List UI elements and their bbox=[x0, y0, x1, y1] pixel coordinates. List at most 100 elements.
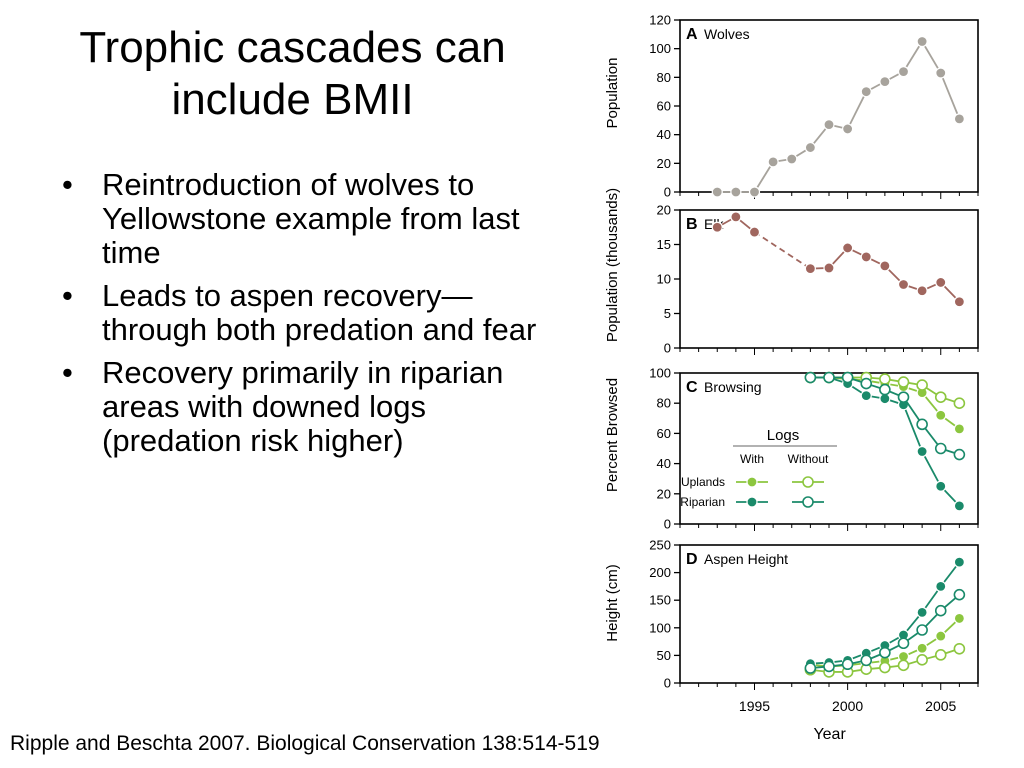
data-point bbox=[916, 418, 928, 431]
y-tick-label: 0 bbox=[664, 341, 671, 356]
data-point bbox=[841, 371, 854, 384]
bullet-dot: • bbox=[62, 167, 73, 202]
data-point bbox=[934, 604, 947, 617]
data-point bbox=[860, 377, 873, 390]
data-point bbox=[748, 226, 761, 238]
y-tick-label: 40 bbox=[657, 456, 671, 471]
data-point bbox=[953, 500, 965, 512]
series bbox=[804, 371, 966, 461]
bullet-text: Reintroduction of wolves to Yellowstone … bbox=[102, 167, 520, 270]
x-tick-label: 1995 bbox=[739, 698, 770, 714]
data-point bbox=[841, 658, 854, 671]
data-point bbox=[711, 186, 723, 198]
bullet-text: Leads to aspen recovery—through both pre… bbox=[102, 278, 537, 347]
data-point bbox=[730, 211, 742, 223]
data-point bbox=[804, 263, 816, 275]
data-point bbox=[916, 654, 928, 666]
data-point bbox=[860, 251, 872, 263]
y-tick-label: 80 bbox=[657, 70, 671, 85]
series-line-segment bbox=[902, 41, 923, 73]
data-point bbox=[879, 260, 891, 272]
bullet-item: • Leads to aspen recovery—through both p… bbox=[62, 279, 567, 347]
data-point bbox=[748, 186, 761, 198]
data-point bbox=[934, 391, 947, 403]
data-point bbox=[860, 654, 873, 667]
x-tick-label: 2005 bbox=[925, 698, 956, 714]
series-line-segment bbox=[902, 404, 923, 452]
data-point bbox=[860, 86, 872, 98]
data-point bbox=[935, 67, 947, 79]
bullet-text: Recovery primarily in riparian areas wit… bbox=[102, 355, 504, 458]
data-point bbox=[916, 642, 928, 654]
chart-panel-a: 0 20 40 60 80 100 120 Population A Wolves bbox=[604, 13, 979, 200]
panel-frame bbox=[679, 209, 979, 349]
y-tick-label: 120 bbox=[649, 13, 671, 28]
y-tick-label: 20 bbox=[657, 203, 671, 218]
data-point bbox=[879, 76, 891, 88]
series-line-segment bbox=[754, 231, 811, 270]
data-point bbox=[730, 186, 742, 198]
data-point bbox=[953, 113, 965, 125]
panel-frame bbox=[679, 19, 979, 193]
data-point bbox=[897, 65, 910, 78]
data-point bbox=[711, 221, 723, 233]
y-tick-label: 50 bbox=[657, 648, 671, 663]
data-point bbox=[823, 660, 835, 673]
panel-title: Aspen Height bbox=[704, 551, 788, 567]
bullet-list: • Reintroduction of wolves to Yellowston… bbox=[62, 168, 567, 467]
data-point bbox=[842, 123, 854, 135]
data-point bbox=[916, 35, 928, 48]
data-point bbox=[916, 285, 928, 297]
title-line-1: Trophic cascades can bbox=[79, 23, 506, 72]
data-point bbox=[935, 409, 947, 421]
data-point bbox=[953, 612, 965, 625]
data-point bbox=[897, 278, 910, 291]
y-tick-label: 20 bbox=[657, 156, 671, 171]
data-point bbox=[935, 480, 947, 492]
bullet-dot: • bbox=[62, 355, 73, 390]
data-point bbox=[879, 373, 891, 385]
slide-title: Trophic cascades can include BMII bbox=[20, 22, 565, 126]
x-tick-label: 2000 bbox=[832, 698, 863, 714]
data-point bbox=[897, 637, 910, 650]
data-point bbox=[842, 242, 854, 254]
y-tick-label: 100 bbox=[649, 620, 671, 635]
data-point bbox=[804, 371, 817, 384]
panel-title: Wolves bbox=[704, 26, 750, 42]
bullet-dot: • bbox=[62, 278, 73, 313]
legend-marker bbox=[802, 476, 814, 488]
chart-panel-c: 0 20 40 60 80 100 Percent Browsed C Browsing Logs… bbox=[604, 366, 979, 532]
data-point bbox=[916, 445, 928, 458]
series-line-segment bbox=[921, 41, 942, 74]
data-point bbox=[953, 423, 965, 435]
y-tick-label: 40 bbox=[657, 127, 671, 142]
title-line-2: include BMII bbox=[171, 75, 414, 124]
data-point bbox=[823, 371, 835, 384]
panel-title: Browsing bbox=[704, 379, 762, 395]
y-tick-label: 0 bbox=[664, 676, 671, 691]
y-tick-label: 100 bbox=[649, 41, 671, 56]
y-tick-label: 20 bbox=[657, 486, 671, 501]
y-axis-label: Population bbox=[604, 58, 621, 129]
data-point bbox=[953, 397, 966, 410]
data-point bbox=[953, 296, 965, 308]
series-line-segment bbox=[846, 91, 868, 130]
series-line-segment bbox=[921, 451, 942, 487]
series bbox=[804, 556, 965, 670]
y-tick-label: 200 bbox=[649, 565, 671, 580]
data-point bbox=[934, 442, 947, 455]
legend-row-label: Riparian bbox=[680, 495, 725, 509]
y-tick-label: 60 bbox=[657, 426, 671, 441]
y-tick-label: 150 bbox=[649, 593, 671, 608]
data-point bbox=[897, 391, 910, 403]
chart-figure: 0 20 40 60 80 100 120 Population A Wolves 0 5 10 15 20… bbox=[604, 13, 979, 743]
panel-letter: C bbox=[686, 379, 698, 396]
data-point bbox=[953, 556, 965, 568]
data-point bbox=[916, 606, 928, 618]
data-point bbox=[953, 642, 966, 655]
data-point bbox=[823, 119, 835, 131]
y-axis-label: Height (cm) bbox=[604, 564, 621, 642]
x-axis-label: Year bbox=[813, 726, 846, 743]
series bbox=[804, 588, 966, 674]
